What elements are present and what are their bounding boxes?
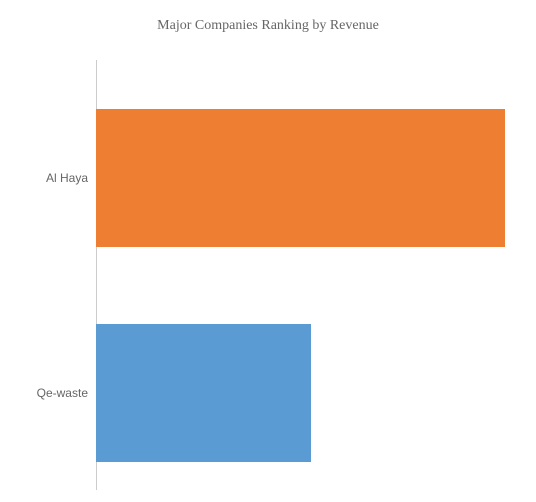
revenue-chart: Major Companies Ranking by Revenue: [0, 0, 536, 502]
y-tick-label: Qe-waste: [8, 386, 88, 400]
plot-area: [96, 60, 526, 490]
y-tick-label: Al Haya: [8, 171, 88, 185]
bar: [96, 109, 505, 247]
chart-title: Major Companies Ranking by Revenue: [0, 18, 536, 34]
bar: [96, 324, 311, 462]
